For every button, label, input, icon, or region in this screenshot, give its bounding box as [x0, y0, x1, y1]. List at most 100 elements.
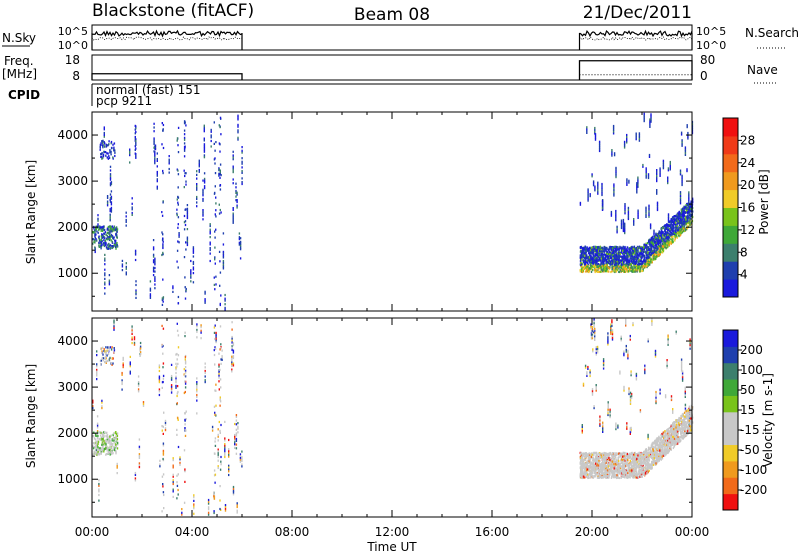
data-cell — [685, 209, 687, 212]
data-cell — [135, 130, 137, 134]
data-cell — [602, 367, 605, 370]
data-cell — [192, 251, 195, 254]
data-cell — [615, 170, 617, 173]
data-cell — [680, 365, 683, 368]
data-cell — [218, 371, 220, 374]
data-cell — [667, 338, 669, 341]
data-cell — [116, 228, 119, 231]
data-cell — [192, 268, 195, 271]
data-cell — [104, 357, 106, 361]
data-cell — [613, 154, 616, 157]
data-cell — [218, 174, 220, 177]
data-cell — [203, 172, 206, 175]
data-cell — [92, 238, 94, 241]
data-cell — [584, 250, 586, 254]
data-cell — [608, 246, 611, 249]
data-cell — [648, 259, 650, 262]
data-cell — [138, 464, 141, 467]
data-cell — [620, 263, 623, 266]
data-cell — [159, 459, 161, 462]
data-cell — [224, 308, 226, 311]
data-cell — [196, 412, 198, 415]
data-cell — [133, 341, 136, 344]
data-cell — [203, 124, 205, 127]
data-cell — [647, 173, 650, 176]
data-cell — [236, 200, 238, 204]
data-cell — [109, 149, 111, 152]
data-cell — [152, 274, 155, 277]
data-cell — [581, 255, 583, 258]
data-cell — [103, 435, 105, 438]
data-cell — [106, 431, 108, 434]
data-cell — [630, 265, 633, 268]
data-cell — [592, 348, 594, 351]
data-cell — [607, 266, 609, 269]
data-cell — [589, 253, 591, 256]
data-cell — [624, 210, 626, 213]
data-cell — [594, 136, 597, 139]
data-cell — [638, 132, 641, 135]
data-cell — [609, 416, 611, 419]
data-cell — [593, 405, 595, 408]
data-cell — [666, 236, 668, 239]
data-cell — [168, 158, 170, 161]
data-cell — [176, 198, 178, 201]
data-cell — [152, 266, 155, 269]
nsky-series — [91, 29, 243, 38]
data-cell — [584, 252, 586, 255]
data-cell — [215, 339, 217, 342]
data-cell — [591, 335, 594, 338]
data-cell — [679, 231, 681, 234]
data-cell — [650, 238, 652, 242]
data-cell — [590, 330, 593, 333]
data-cell — [209, 232, 211, 235]
data-cell — [680, 369, 683, 372]
data-cell — [620, 223, 623, 226]
data-cell — [198, 159, 200, 162]
data-cell — [637, 256, 639, 259]
data-cell — [184, 120, 186, 123]
data-cell — [202, 192, 204, 195]
data-cell — [635, 253, 638, 256]
data-cell — [154, 283, 156, 286]
data-cell — [645, 171, 647, 174]
data-cell — [94, 441, 97, 444]
data-cell — [662, 245, 665, 249]
data-cell — [628, 267, 631, 270]
data-cell — [651, 320, 653, 323]
data-cell — [186, 204, 189, 207]
power-colorbar-swatch — [723, 279, 738, 298]
data-cell — [633, 460, 636, 463]
power-colorbar-tick-label: 4 — [740, 268, 748, 282]
data-cell — [615, 256, 617, 259]
data-cell — [593, 318, 595, 321]
data-cell — [591, 473, 593, 476]
data-cell — [213, 474, 216, 477]
data-cell — [603, 248, 605, 251]
data-cell — [214, 157, 216, 160]
data-cell — [112, 236, 114, 239]
data-cell — [656, 201, 659, 204]
data-cell — [149, 289, 152, 292]
data-cell — [104, 350, 106, 353]
data-cell — [193, 499, 195, 502]
data-cell — [164, 421, 167, 424]
data-cell — [164, 423, 167, 426]
data-cell — [116, 243, 118, 247]
data-cell — [632, 266, 634, 269]
data-cell — [202, 214, 204, 217]
data-cell — [680, 212, 683, 215]
data-cell — [606, 254, 608, 257]
data-cell — [682, 218, 684, 221]
data-cell — [601, 262, 603, 265]
data-cell — [96, 415, 99, 418]
data-cell — [601, 184, 603, 187]
data-cell — [581, 262, 583, 265]
data-cell — [122, 358, 124, 361]
data-cell — [579, 203, 582, 206]
data-cell — [686, 126, 688, 129]
data-cell — [232, 489, 235, 492]
data-cell — [646, 255, 649, 258]
data-cell — [183, 129, 186, 132]
data-cell — [200, 331, 202, 334]
